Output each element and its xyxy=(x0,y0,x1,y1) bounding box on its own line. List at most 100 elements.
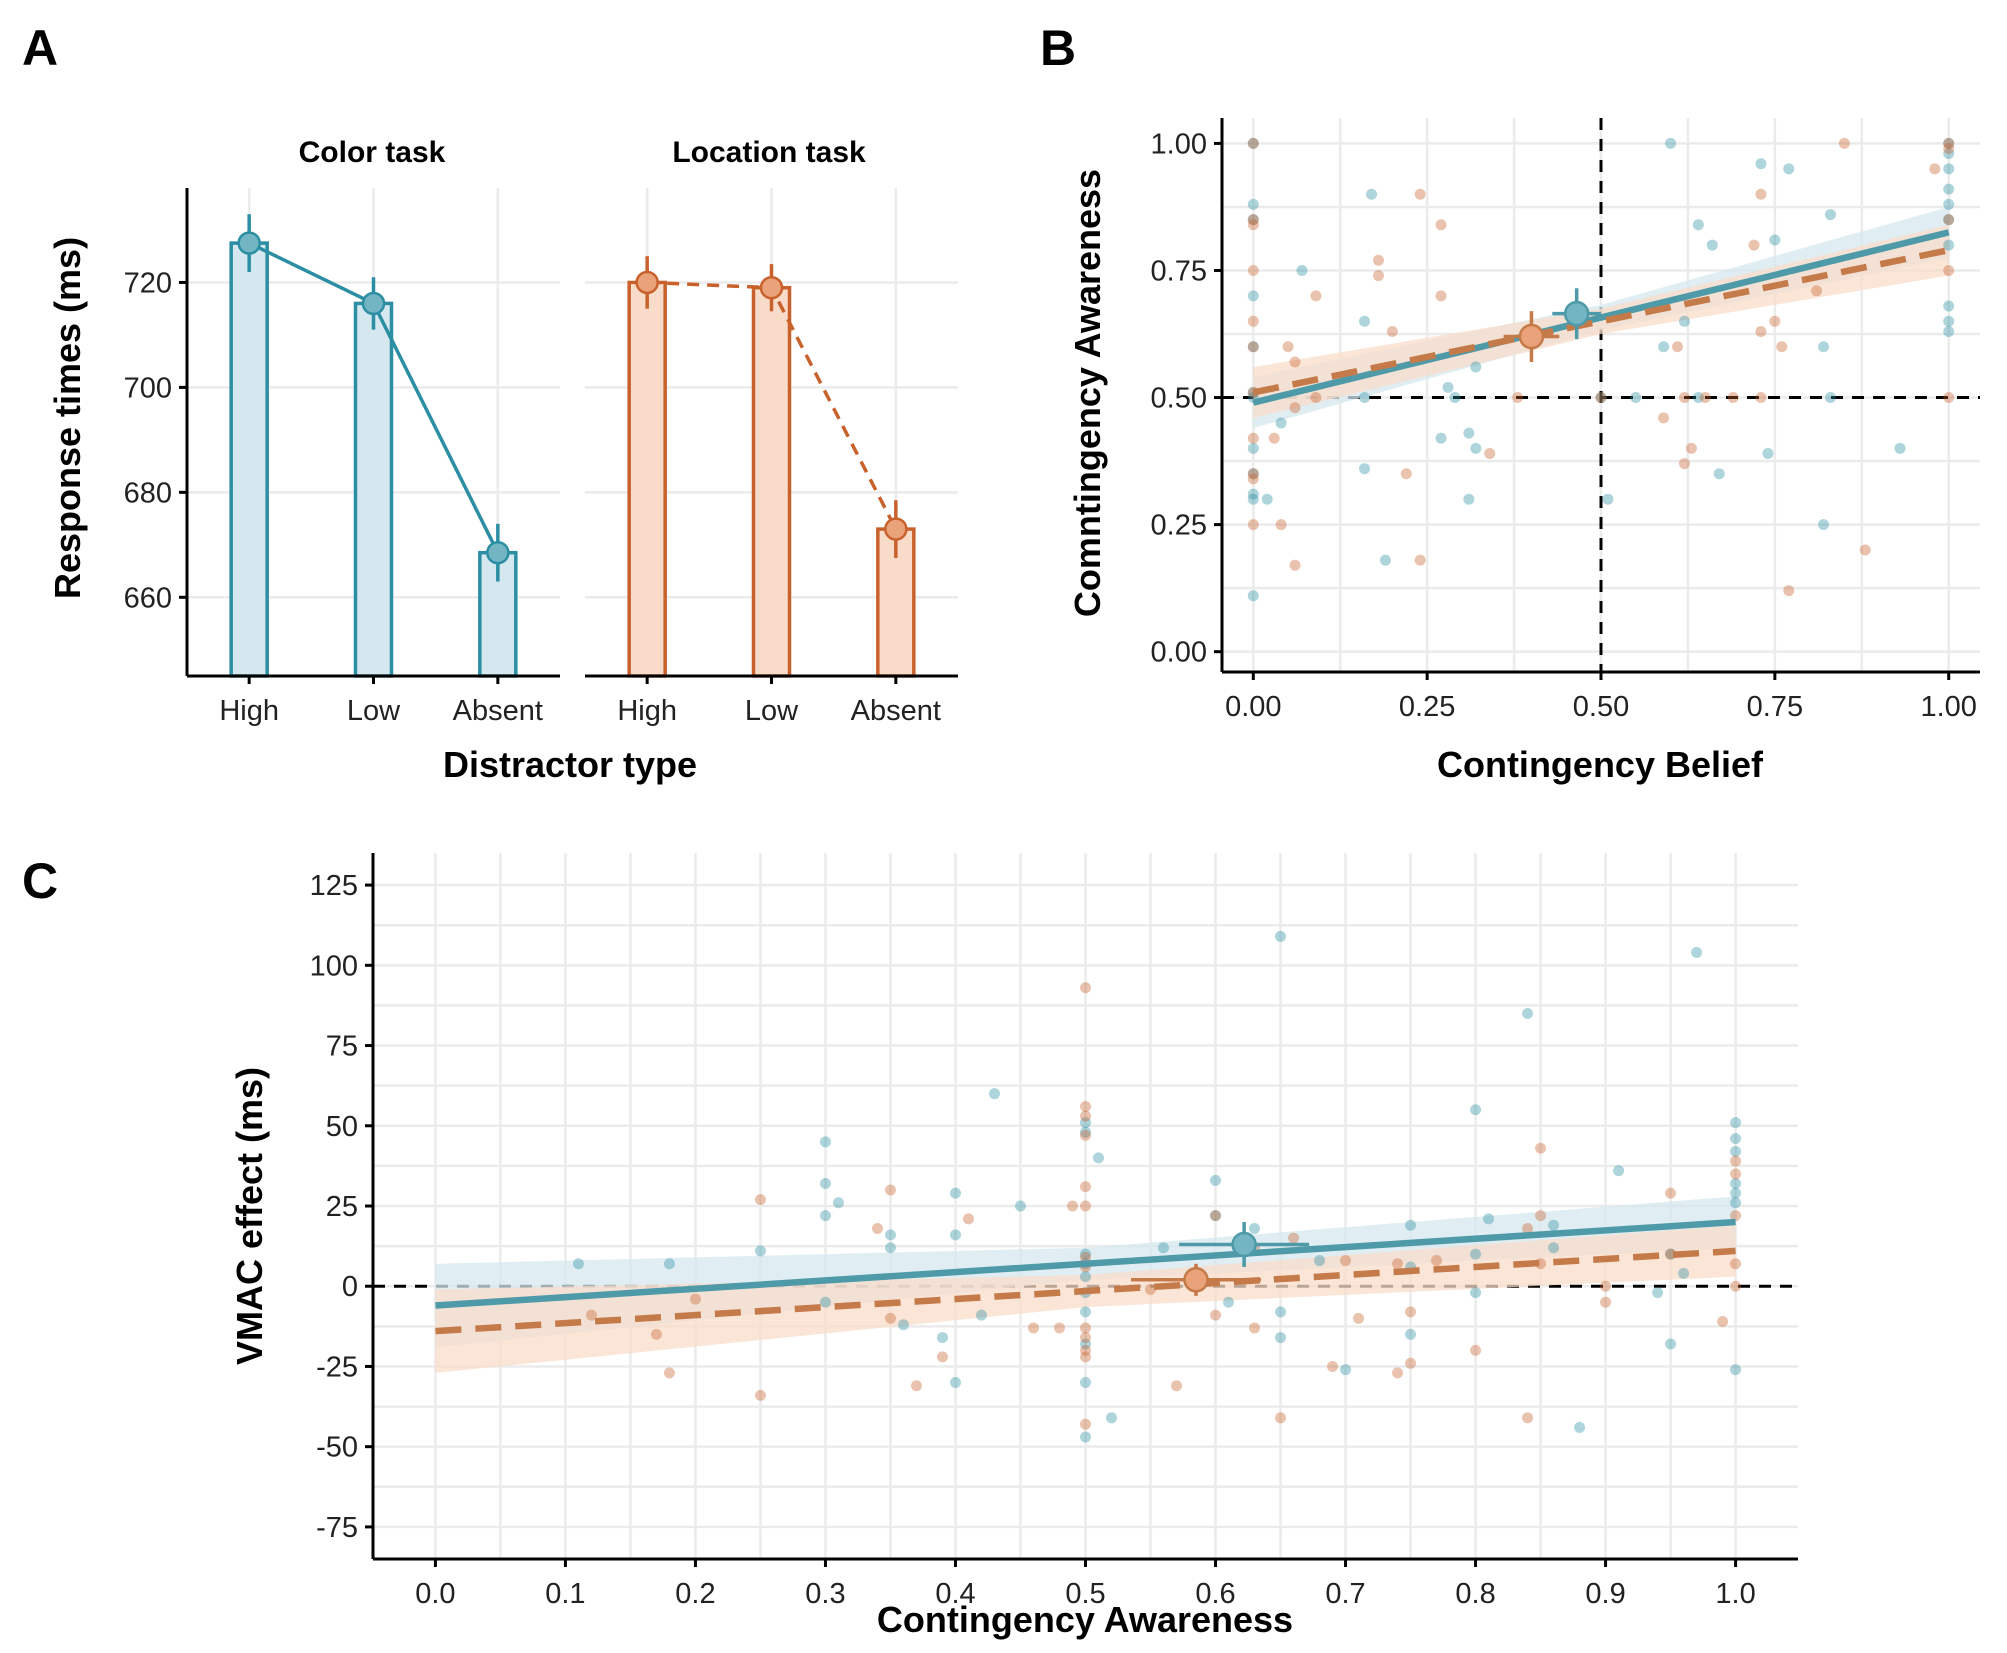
data-point-location xyxy=(1522,1412,1534,1424)
facet-title-location-task: Location task xyxy=(672,136,866,169)
x-tick-label: 1.0 xyxy=(1715,1578,1755,1610)
data-point-color xyxy=(1210,1210,1222,1222)
data-point-color xyxy=(1470,1104,1482,1116)
panel-a-y-axis-title: Response times (ms) xyxy=(47,237,88,599)
data-point-color xyxy=(1080,1271,1091,1283)
data-point-color xyxy=(1359,315,1371,327)
data-point-location xyxy=(936,1351,948,1363)
data-point-location xyxy=(1512,392,1524,404)
data-point-location xyxy=(1247,468,1259,480)
x-tick-label: 1.00 xyxy=(1920,691,1976,723)
data-point-color xyxy=(1247,341,1259,353)
data-point-color xyxy=(1943,239,1955,251)
data-point-location xyxy=(1717,1316,1729,1328)
data-point-location xyxy=(1386,325,1398,337)
data-point-color xyxy=(754,1245,766,1257)
x-tick-label: 0.7 xyxy=(1325,1578,1365,1610)
data-point-color xyxy=(1080,1338,1091,1350)
data-point-color xyxy=(1574,1421,1586,1433)
data-point-color xyxy=(1730,1364,1742,1376)
data-point-color xyxy=(897,1319,909,1331)
data-point-location xyxy=(1665,1187,1677,1199)
data-point-location xyxy=(1769,315,1781,327)
y-tick-label: 75 xyxy=(326,1031,358,1063)
bar-location-high xyxy=(627,280,667,678)
data-point-color xyxy=(1783,163,1795,175)
data-point-location xyxy=(1699,392,1711,404)
panel-c-gridlines xyxy=(373,853,1798,1559)
fit-line-color xyxy=(435,1218,1736,1309)
data-point-color xyxy=(1894,442,1906,454)
data-point-location xyxy=(1400,468,1412,480)
data-point-color xyxy=(1379,554,1391,566)
data-point-color xyxy=(1247,488,1259,500)
data-point-location xyxy=(1289,356,1301,368)
data-point-location xyxy=(1268,432,1280,444)
panel-b-y-axis-title: Comntingency Awareness xyxy=(1067,169,1108,617)
data-point-color xyxy=(1463,427,1475,439)
data-point-location xyxy=(1943,214,1955,226)
data-point-color xyxy=(1106,1412,1118,1424)
data-point-location xyxy=(1289,402,1301,414)
fit-line-color xyxy=(1252,229,1950,406)
data-point-location xyxy=(663,1367,675,1379)
data-point-location xyxy=(1730,1280,1742,1292)
data-point-location xyxy=(1859,544,1871,556)
data-point-color xyxy=(1223,1296,1235,1308)
y-tick-label: 0.75 xyxy=(1151,255,1207,287)
data-point-location xyxy=(1247,315,1259,327)
data-point-color xyxy=(1730,1117,1742,1129)
data-point-color xyxy=(1340,1364,1352,1376)
data-point-color xyxy=(1943,315,1955,327)
data-point-location xyxy=(1405,1306,1417,1318)
data-point-color xyxy=(1818,341,1830,353)
data-point-location xyxy=(585,1309,597,1321)
data-point-location xyxy=(1658,412,1670,424)
data-point-color xyxy=(1405,1328,1417,1340)
data-point-location xyxy=(1727,392,1739,404)
data-point-location xyxy=(1748,239,1760,251)
data-point-location xyxy=(1405,1357,1417,1369)
data-point-color xyxy=(1730,1133,1742,1145)
data-point-location xyxy=(1372,254,1384,266)
x-tick-label-location-high: High xyxy=(617,695,677,727)
data-point-location xyxy=(1080,1344,1091,1356)
data-point-location xyxy=(1776,341,1788,353)
data-point-location xyxy=(1414,554,1426,566)
data-point-color xyxy=(1405,1219,1417,1231)
data-point-color xyxy=(1275,930,1287,942)
data-point-color xyxy=(819,1136,831,1148)
data-point-color xyxy=(1730,1145,1742,1157)
data-point-color xyxy=(1943,137,1955,149)
data-point-color xyxy=(1275,1306,1287,1318)
x-tick-label-location-absent: Absent xyxy=(851,695,941,727)
data-point-color xyxy=(1943,214,1955,226)
data-point-location xyxy=(1535,1210,1547,1222)
x-tick-label: 0.8 xyxy=(1455,1578,1495,1610)
data-point-location xyxy=(1522,1222,1534,1234)
data-point-color xyxy=(884,1242,896,1254)
data-point-color xyxy=(1435,432,1447,444)
data-point-location xyxy=(1247,214,1259,226)
bar-color-low xyxy=(353,301,394,678)
data-point-color xyxy=(936,1332,948,1344)
data-point-color xyxy=(663,1258,675,1270)
data-point-location xyxy=(1247,264,1259,276)
data-point-color xyxy=(1080,1248,1091,1260)
data-point-location xyxy=(1080,1129,1091,1141)
data-point-location xyxy=(1484,447,1496,459)
data-point-location xyxy=(1678,392,1690,404)
data-point-location xyxy=(1080,1332,1091,1344)
data-point-location xyxy=(1053,1322,1065,1334)
data-point-color xyxy=(1359,392,1371,404)
data-point-color xyxy=(1943,300,1955,312)
data-point-color xyxy=(819,1178,831,1190)
data-point-location xyxy=(1027,1322,1039,1334)
data-point-location xyxy=(1730,1155,1742,1167)
y-tick-label: 0.00 xyxy=(1151,637,1207,669)
data-point-color xyxy=(1093,1152,1105,1164)
data-point-color xyxy=(819,1296,831,1308)
y-tick-label: 700 xyxy=(124,372,172,404)
mean-point-color xyxy=(237,231,261,255)
data-point-color xyxy=(1247,590,1259,602)
